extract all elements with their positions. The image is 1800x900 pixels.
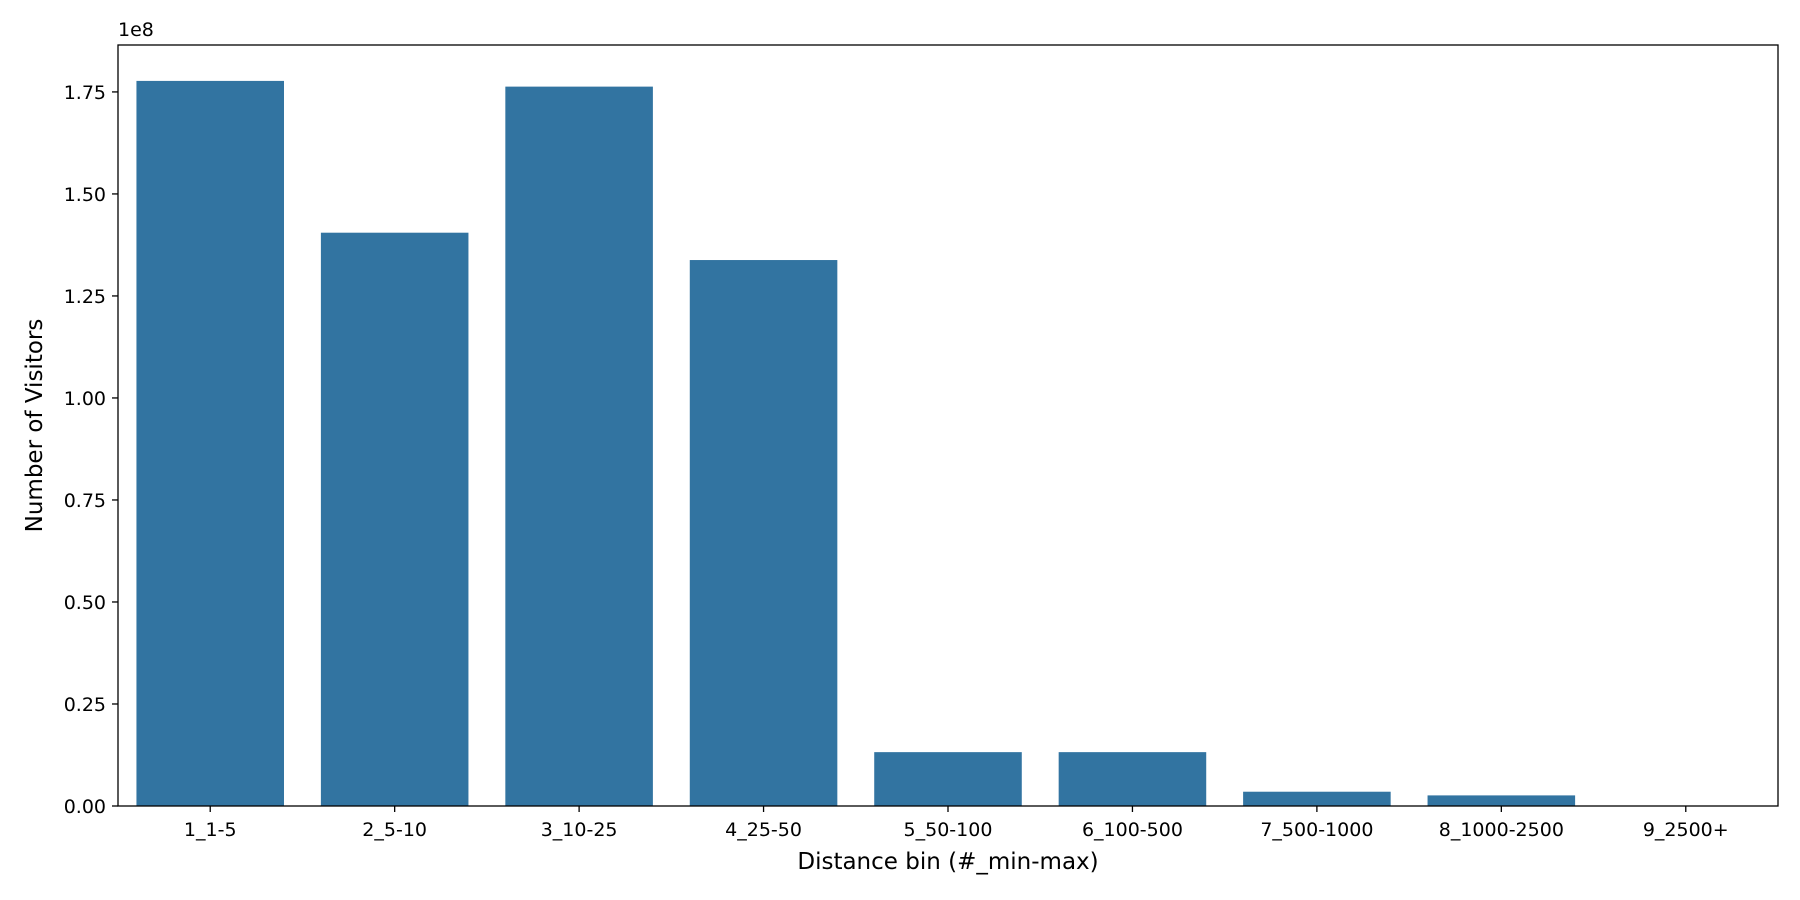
y-tick-label: 0.75 — [64, 490, 106, 512]
x-tick-label: 2_5-10 — [362, 819, 427, 841]
y-tick-label: 0.50 — [64, 592, 106, 614]
y-axis-label: Number of Visitors — [22, 319, 48, 533]
bar-5_50-100 — [874, 752, 1022, 806]
y-tick-label: 1.50 — [64, 184, 106, 206]
y-tick-label: 1.00 — [64, 388, 106, 410]
bar-2_5-10 — [320, 232, 469, 807]
plot-frame — [117, 44, 1779, 807]
x-tick-label: 1_1-5 — [184, 819, 237, 841]
bar-1_1-5 — [136, 80, 284, 806]
bar-8_1000-2500 — [1427, 795, 1576, 806]
x-tick-label: 6_100-500 — [1082, 819, 1183, 841]
bars-group — [136, 80, 1760, 807]
x-axis-label: Distance bin (#_min-max) — [797, 849, 1098, 875]
x-tick-label: 7_500-1000 — [1260, 819, 1373, 841]
bar-4_25-50 — [689, 260, 838, 807]
y-tick-label: 0.00 — [64, 796, 106, 818]
y-tick-label: 0.25 — [64, 694, 106, 716]
bar-6_100-500 — [1058, 752, 1207, 806]
y-tick-label: 1.75 — [64, 82, 106, 104]
y-tick-label: 1.25 — [64, 286, 106, 308]
x-tick-label: 5_50-100 — [904, 819, 993, 841]
y-axis-ticks: 0.00 0.25 0.50 0.75 1.00 1.25 1.50 1.75 — [64, 82, 118, 818]
y-axis-offset-label: 1e8 — [118, 19, 154, 41]
x-tick-label: 4_25-50 — [725, 819, 802, 841]
x-axis-ticks: 1_1-5 2_5-10 3_10-25 4_25-50 5_50-100 6_100-5… — [184, 806, 1729, 841]
bar-7_500-1000 — [1243, 791, 1391, 806]
x-tick-label: 3_10-25 — [541, 819, 618, 841]
x-tick-label: 9_2500+ — [1643, 819, 1729, 841]
bar-3_10-25 — [505, 86, 653, 807]
x-tick-label: 8_1000-2500 — [1439, 819, 1564, 841]
